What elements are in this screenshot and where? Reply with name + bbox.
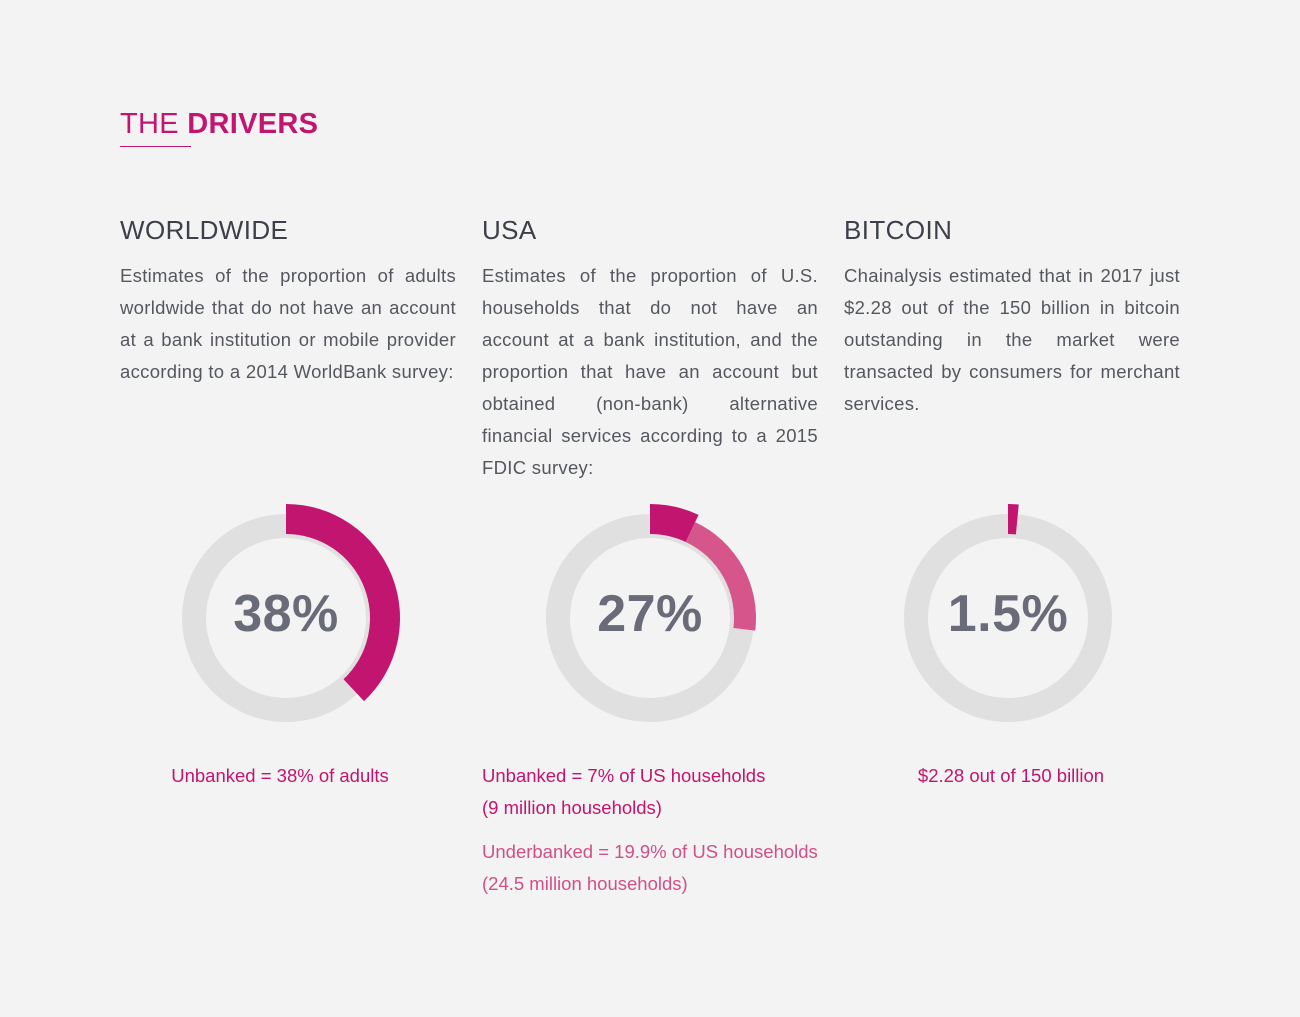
page-title-bold: DRIVERS <box>187 108 319 140</box>
usa-underbanked-caption-line1: Underbanked = 19.9% of US households <box>482 841 818 862</box>
bitcoin-donut-chart: 1.5% <box>898 504 1118 728</box>
worldwide-column: WORLDWIDE Estimates of the proportion of… <box>120 210 456 388</box>
usa-unbanked-caption-line2: (9 million households) <box>482 797 662 818</box>
page-title: THE DRIVERS <box>120 105 318 143</box>
worldwide-donut-segment-1 <box>286 504 400 702</box>
usa-unbanked-caption-line1: Unbanked = 7% of US households <box>482 765 766 786</box>
bitcoin-donut-value: 1.5% <box>947 585 1069 643</box>
worldwide-donut-svg <box>182 504 400 722</box>
usa-underbanked-caption-line2: (24.5 million households) <box>482 873 688 894</box>
bitcoin-heading: BITCOIN <box>844 215 953 245</box>
usa-underbanked-caption: Underbanked = 19.9% of US households (24… <box>482 836 822 900</box>
usa-donut-segment-1 <box>650 504 699 542</box>
worldwide-heading: WORLDWIDE <box>120 215 289 245</box>
bitcoin-column: BITCOIN Chainalysis estimated that in 20… <box>844 210 1180 420</box>
usa-description: Estimates of the proportion of U.S. hous… <box>482 265 818 478</box>
usa-donut-segment-2 <box>685 522 757 631</box>
bitcoin-donut-segment-1 <box>1008 504 1019 535</box>
usa-heading: USA <box>482 215 537 245</box>
title-underline <box>120 146 191 147</box>
bitcoin-description: Chainalysis estimated that in 2017 just … <box>844 265 1180 414</box>
usa-donut-svg <box>546 504 757 722</box>
usa-unbanked-caption: Unbanked = 7% of US households (9 millio… <box>482 760 822 824</box>
usa-column: USA Estimates of the proportion of U.S. … <box>482 210 818 484</box>
worldwide-caption: Unbanked = 38% of adults <box>171 765 389 786</box>
worldwide-donut-chart: 38% <box>176 504 400 728</box>
page-title-light: THE <box>120 108 179 140</box>
usa-donut-chart: 27% <box>540 504 760 728</box>
worldwide-donut-value: 38% <box>233 585 339 643</box>
bitcoin-caption: $2.28 out of 150 billion <box>917 765 1105 786</box>
bitcoin-donut-svg <box>904 504 1112 722</box>
worldwide-description: Estimates of the proportion of adults wo… <box>120 265 456 382</box>
usa-donut-value: 27% <box>597 585 703 643</box>
